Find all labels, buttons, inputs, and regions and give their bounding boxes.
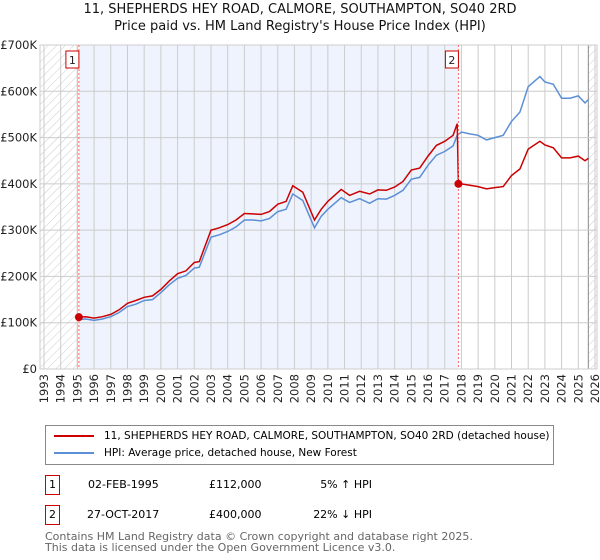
x-tick-label: 1997 <box>104 374 118 403</box>
x-tick-label: 1999 <box>137 374 151 403</box>
x-tick-label: 2008 <box>287 374 301 403</box>
sale-date: 27-OCT-2017 <box>87 508 160 521</box>
x-tick-label: 2006 <box>254 374 268 403</box>
x-tick-label: 2011 <box>338 374 352 403</box>
x-tick-label: 2018 <box>454 374 468 403</box>
x-tick-label: 2009 <box>304 374 318 403</box>
sale-date: 02-FEB-1995 <box>88 478 159 491</box>
x-tick-label: 2002 <box>187 374 201 403</box>
x-tick-label: 2020 <box>488 374 502 403</box>
legend: 11, SHEPHERDS HEY ROAD, CALMORE, SOUTHAM… <box>45 425 554 465</box>
legend-item-hpi: HPI: Average price, detached house, New … <box>54 447 357 459</box>
sale-hpi-diff: 5% ↑ HPI <box>320 478 372 491</box>
x-tick-label: 2024 <box>555 374 569 403</box>
sale-point <box>454 179 463 188</box>
x-tick-label: 1995 <box>70 374 84 403</box>
x-tick-label: 2025 <box>571 374 585 403</box>
x-tick-label: 2015 <box>404 374 418 403</box>
chart-title: 11, SHEPHERDS HEY ROAD, CALMORE, SOUTHAM… <box>83 2 517 17</box>
x-tick-label: 2003 <box>204 374 218 403</box>
footer: Contains HM Land Registry data © Crown c… <box>45 531 473 553</box>
legend-item-property: 11, SHEPHERDS HEY ROAD, CALMORE, SOUTHAM… <box>54 430 550 442</box>
footer-licence: This data is licensed under the Open Gov… <box>45 541 396 554</box>
y-tick-label: £200K <box>0 269 37 283</box>
x-tick-label: 2016 <box>421 374 435 403</box>
ownership-shade <box>78 45 459 369</box>
sale-hpi-diff: 22% ↓ HPI <box>313 508 372 521</box>
sale-marker-badge: 1 <box>45 475 60 495</box>
x-tick-label: 2019 <box>471 374 485 403</box>
y-tick-label: £700K <box>0 38 37 52</box>
y-tick-label: £100K <box>0 316 37 330</box>
x-tick-label: 2021 <box>505 374 519 403</box>
sale-marker-badge: 2 <box>45 505 60 525</box>
x-tick-label: 2023 <box>538 374 552 403</box>
sale-badge <box>444 50 459 69</box>
hatch-before <box>40 45 78 369</box>
x-tick-label: 1994 <box>54 374 68 403</box>
x-tick-label: 2007 <box>271 374 285 403</box>
y-tick-label: £300K <box>0 223 37 237</box>
legend-label: 11, SHEPHERDS HEY ROAD, CALMORE, SOUTHAM… <box>104 430 550 442</box>
chart-subtitle: Price paid vs. HM Land Registry's House … <box>114 19 486 34</box>
sale-price: £400,000 <box>209 508 262 521</box>
x-tick-label: 2004 <box>221 374 235 403</box>
x-tick-label: 2026 <box>588 374 600 403</box>
sale-badge-label: 1 <box>69 54 76 67</box>
x-tick-label: 1993 <box>37 374 51 403</box>
x-tick-label: 2000 <box>154 374 168 403</box>
series-line <box>78 123 589 319</box>
x-tick-label: 2017 <box>438 374 452 403</box>
x-tick-label: 2022 <box>521 374 535 403</box>
series-line <box>78 75 589 322</box>
x-tick-label: 2010 <box>321 374 335 403</box>
x-tick-label: 2012 <box>354 374 368 403</box>
y-tick-label: £600K <box>0 84 37 98</box>
hatch-after <box>588 45 597 369</box>
x-tick-label: 2001 <box>171 374 185 403</box>
sale-badge-label: 2 <box>448 54 455 67</box>
legend-swatch-red <box>54 435 94 437</box>
legend-label: HPI: Average price, detached house, New … <box>104 447 357 459</box>
x-tick-label: 2005 <box>237 374 251 403</box>
y-tick-label: £400K <box>0 177 37 191</box>
sale-badge <box>65 50 80 69</box>
sale-point <box>74 313 83 322</box>
legend-swatch-blue <box>54 452 94 454</box>
sale-price: £112,000 <box>209 478 262 491</box>
y-tick-label: £0 <box>22 362 37 376</box>
x-tick-label: 2014 <box>388 374 402 403</box>
x-tick-label: 1998 <box>120 374 134 403</box>
x-tick-label: 2013 <box>371 374 385 403</box>
footer-copyright: Contains HM Land Registry data © Crown c… <box>45 530 473 543</box>
x-tick-label: 1996 <box>87 374 101 403</box>
y-tick-label: £500K <box>0 131 37 145</box>
